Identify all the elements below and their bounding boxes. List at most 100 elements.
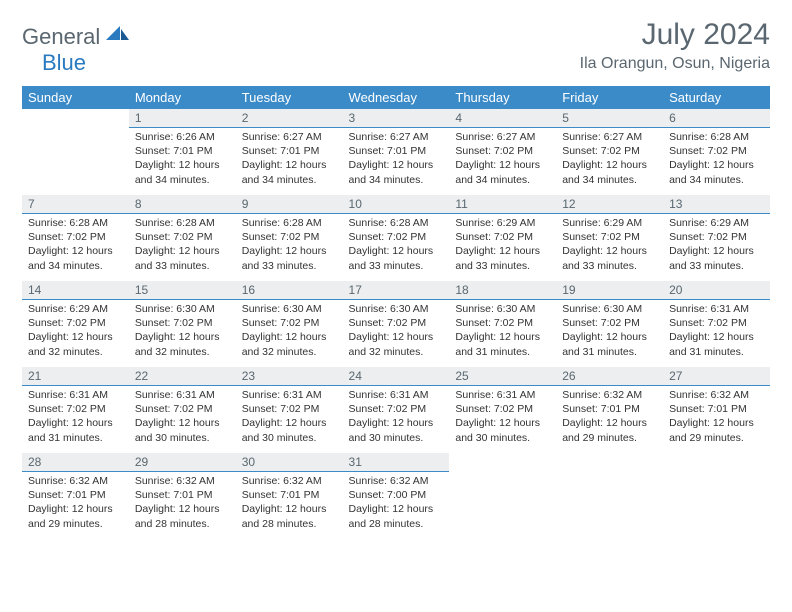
location-text: Ila Orangun, Osun, Nigeria bbox=[580, 55, 770, 73]
calendar-weekday-header: SundayMondayTuesdayWednesdayThursdayFrid… bbox=[22, 86, 770, 109]
sunrise-text: Sunrise: 6:28 AM bbox=[135, 216, 230, 230]
sunset-text: Sunset: 7:02 PM bbox=[349, 230, 444, 244]
sunset-text: Sunset: 7:02 PM bbox=[562, 230, 657, 244]
day-number: 22 bbox=[129, 367, 236, 386]
day-number: 4 bbox=[449, 109, 556, 128]
brand-logo: General Blue bbox=[22, 24, 100, 76]
day-details: Sunrise: 6:29 AMSunset: 7:02 PMDaylight:… bbox=[22, 300, 129, 363]
sunset-text: Sunset: 7:02 PM bbox=[135, 316, 230, 330]
daylight-line2: and 33 minutes. bbox=[349, 259, 444, 273]
day-details: Sunrise: 6:31 AMSunset: 7:02 PMDaylight:… bbox=[129, 386, 236, 449]
daylight-line2: and 34 minutes. bbox=[135, 173, 230, 187]
daylight-line1: Daylight: 12 hours bbox=[242, 502, 337, 516]
daylight-line2: and 31 minutes. bbox=[562, 345, 657, 359]
sunrise-text: Sunrise: 6:27 AM bbox=[349, 130, 444, 144]
calendar-day-cell: 30Sunrise: 6:32 AMSunset: 7:01 PMDayligh… bbox=[236, 453, 343, 539]
calendar-week-row: 7Sunrise: 6:28 AMSunset: 7:02 PMDaylight… bbox=[22, 195, 770, 281]
sunset-text: Sunset: 7:02 PM bbox=[349, 402, 444, 416]
day-details: Sunrise: 6:32 AMSunset: 7:01 PMDaylight:… bbox=[556, 386, 663, 449]
daylight-line2: and 29 minutes. bbox=[562, 431, 657, 445]
sunset-text: Sunset: 7:01 PM bbox=[669, 402, 764, 416]
calendar-day-cell: 1Sunrise: 6:26 AMSunset: 7:01 PMDaylight… bbox=[129, 109, 236, 195]
sunset-text: Sunset: 7:02 PM bbox=[242, 230, 337, 244]
calendar-day-cell: 23Sunrise: 6:31 AMSunset: 7:02 PMDayligh… bbox=[236, 367, 343, 453]
day-number: 18 bbox=[449, 281, 556, 300]
day-details: Sunrise: 6:32 AMSunset: 7:01 PMDaylight:… bbox=[129, 472, 236, 535]
daylight-line2: and 32 minutes. bbox=[28, 345, 123, 359]
sunset-text: Sunset: 7:00 PM bbox=[349, 488, 444, 502]
daylight-line2: and 30 minutes. bbox=[135, 431, 230, 445]
calendar-day-cell: 21Sunrise: 6:31 AMSunset: 7:02 PMDayligh… bbox=[22, 367, 129, 453]
sunrise-text: Sunrise: 6:28 AM bbox=[349, 216, 444, 230]
daylight-line2: and 32 minutes. bbox=[135, 345, 230, 359]
sunrise-text: Sunrise: 6:31 AM bbox=[28, 388, 123, 402]
sunset-text: Sunset: 7:02 PM bbox=[242, 402, 337, 416]
daylight-line1: Daylight: 12 hours bbox=[455, 158, 550, 172]
brand-part2: Blue bbox=[42, 50, 86, 75]
weekday-header: Monday bbox=[129, 86, 236, 109]
sunset-text: Sunset: 7:02 PM bbox=[562, 144, 657, 158]
daylight-line1: Daylight: 12 hours bbox=[135, 244, 230, 258]
daylight-line1: Daylight: 12 hours bbox=[242, 330, 337, 344]
calendar-table: SundayMondayTuesdayWednesdayThursdayFrid… bbox=[22, 86, 770, 539]
weekday-header: Sunday bbox=[22, 86, 129, 109]
calendar-day-cell: 26Sunrise: 6:32 AMSunset: 7:01 PMDayligh… bbox=[556, 367, 663, 453]
daylight-line1: Daylight: 12 hours bbox=[242, 416, 337, 430]
daylight-line1: Daylight: 12 hours bbox=[135, 158, 230, 172]
day-number: 2 bbox=[236, 109, 343, 128]
day-details: Sunrise: 6:28 AMSunset: 7:02 PMDaylight:… bbox=[129, 214, 236, 277]
daylight-line2: and 34 minutes. bbox=[669, 173, 764, 187]
daylight-line2: and 34 minutes. bbox=[349, 173, 444, 187]
sunset-text: Sunset: 7:01 PM bbox=[28, 488, 123, 502]
day-details: Sunrise: 6:32 AMSunset: 7:00 PMDaylight:… bbox=[343, 472, 450, 535]
daylight-line1: Daylight: 12 hours bbox=[349, 244, 444, 258]
sunrise-text: Sunrise: 6:27 AM bbox=[562, 130, 657, 144]
logo-wordmark: General Blue bbox=[22, 24, 100, 76]
sunset-text: Sunset: 7:02 PM bbox=[135, 230, 230, 244]
calendar-day-cell: 4Sunrise: 6:27 AMSunset: 7:02 PMDaylight… bbox=[449, 109, 556, 195]
day-details: Sunrise: 6:27 AMSunset: 7:02 PMDaylight:… bbox=[556, 128, 663, 191]
calendar-day-cell: 11Sunrise: 6:29 AMSunset: 7:02 PMDayligh… bbox=[449, 195, 556, 281]
calendar-day-cell bbox=[449, 453, 556, 539]
day-details: Sunrise: 6:31 AMSunset: 7:02 PMDaylight:… bbox=[343, 386, 450, 449]
sunrise-text: Sunrise: 6:29 AM bbox=[455, 216, 550, 230]
calendar-day-cell: 22Sunrise: 6:31 AMSunset: 7:02 PMDayligh… bbox=[129, 367, 236, 453]
sunrise-text: Sunrise: 6:27 AM bbox=[242, 130, 337, 144]
daylight-line1: Daylight: 12 hours bbox=[562, 330, 657, 344]
sunrise-text: Sunrise: 6:32 AM bbox=[135, 474, 230, 488]
calendar-day-cell: 6Sunrise: 6:28 AMSunset: 7:02 PMDaylight… bbox=[663, 109, 770, 195]
calendar-day-cell bbox=[556, 453, 663, 539]
calendar-day-cell: 14Sunrise: 6:29 AMSunset: 7:02 PMDayligh… bbox=[22, 281, 129, 367]
sunset-text: Sunset: 7:02 PM bbox=[669, 316, 764, 330]
weekday-header: Thursday bbox=[449, 86, 556, 109]
weekday-header: Wednesday bbox=[343, 86, 450, 109]
calendar-day-cell: 18Sunrise: 6:30 AMSunset: 7:02 PMDayligh… bbox=[449, 281, 556, 367]
sunrise-text: Sunrise: 6:32 AM bbox=[669, 388, 764, 402]
daylight-line2: and 34 minutes. bbox=[455, 173, 550, 187]
sunrise-text: Sunrise: 6:30 AM bbox=[562, 302, 657, 316]
daylight-line1: Daylight: 12 hours bbox=[562, 244, 657, 258]
day-number: 5 bbox=[556, 109, 663, 128]
sunrise-text: Sunrise: 6:31 AM bbox=[242, 388, 337, 402]
sunset-text: Sunset: 7:01 PM bbox=[349, 144, 444, 158]
sunrise-text: Sunrise: 6:30 AM bbox=[135, 302, 230, 316]
day-details: Sunrise: 6:27 AMSunset: 7:02 PMDaylight:… bbox=[449, 128, 556, 191]
calendar-day-cell: 9Sunrise: 6:28 AMSunset: 7:02 PMDaylight… bbox=[236, 195, 343, 281]
daylight-line1: Daylight: 12 hours bbox=[28, 502, 123, 516]
day-number: 13 bbox=[663, 195, 770, 214]
sunset-text: Sunset: 7:02 PM bbox=[455, 316, 550, 330]
calendar-day-cell: 25Sunrise: 6:31 AMSunset: 7:02 PMDayligh… bbox=[449, 367, 556, 453]
day-number: 25 bbox=[449, 367, 556, 386]
daylight-line1: Daylight: 12 hours bbox=[242, 158, 337, 172]
daylight-line1: Daylight: 12 hours bbox=[28, 330, 123, 344]
day-details: Sunrise: 6:32 AMSunset: 7:01 PMDaylight:… bbox=[236, 472, 343, 535]
calendar-day-cell: 28Sunrise: 6:32 AMSunset: 7:01 PMDayligh… bbox=[22, 453, 129, 539]
day-details: Sunrise: 6:31 AMSunset: 7:02 PMDaylight:… bbox=[449, 386, 556, 449]
daylight-line2: and 33 minutes. bbox=[242, 259, 337, 273]
day-number: 15 bbox=[129, 281, 236, 300]
weekday-header: Friday bbox=[556, 86, 663, 109]
day-details: Sunrise: 6:31 AMSunset: 7:02 PMDaylight:… bbox=[663, 300, 770, 363]
calendar-day-cell: 13Sunrise: 6:29 AMSunset: 7:02 PMDayligh… bbox=[663, 195, 770, 281]
calendar-day-cell: 31Sunrise: 6:32 AMSunset: 7:00 PMDayligh… bbox=[343, 453, 450, 539]
daylight-line2: and 32 minutes. bbox=[242, 345, 337, 359]
